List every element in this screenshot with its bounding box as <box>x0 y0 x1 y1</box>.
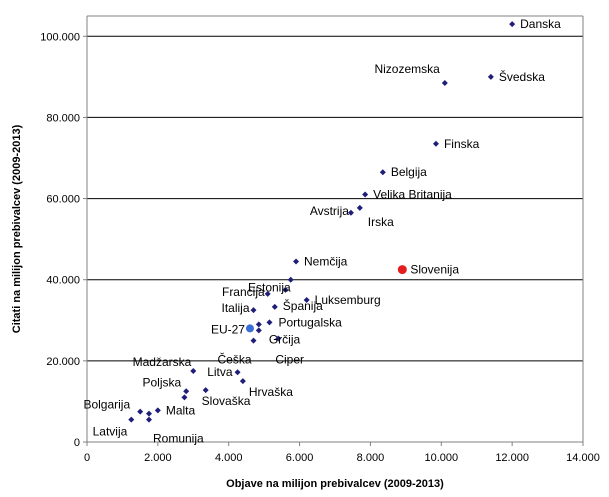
point-30 <box>146 410 152 417</box>
point-label-21: Ciper <box>275 353 304 367</box>
x-axis-title: Objave na milijon prebivalcev (2009-2013… <box>226 478 444 490</box>
point-23 <box>234 369 241 376</box>
point-10 <box>287 276 294 283</box>
gridlines <box>87 35 583 362</box>
x-tick-label-6: 12.000 <box>495 452 529 464</box>
point-3 <box>432 140 439 147</box>
y-tick-label-0: 0 <box>74 437 80 449</box>
point-label-26: Slovaška <box>202 394 251 408</box>
point-label-28: Bolgarija <box>83 398 130 412</box>
point-29 <box>154 407 161 414</box>
point-label-25: Poljska <box>143 375 182 389</box>
point-20 <box>250 337 257 344</box>
y-tick-label-5: 100.000 <box>40 31 80 43</box>
point-27 <box>181 394 188 401</box>
point-label-4: Belgija <box>391 165 427 179</box>
point-label-15: Španija <box>283 298 323 313</box>
point-15 <box>271 303 278 310</box>
x-tick-label-7: 14.000 <box>566 452 600 464</box>
x-tick-label-2: 4.000 <box>215 452 243 464</box>
point-25 <box>183 388 190 395</box>
point-11 <box>264 290 271 297</box>
point-21 <box>275 335 282 342</box>
data-points <box>128 21 516 423</box>
x-tick-label-1: 2.000 <box>144 452 172 464</box>
point-label-11: Francija <box>222 285 265 299</box>
point-1 <box>441 79 448 86</box>
point-label-6: Avstrija <box>310 204 349 218</box>
x-tick-label-3: 6.000 <box>286 452 314 464</box>
y-tick-label-4: 80.000 <box>46 112 80 124</box>
point-12 <box>303 297 310 303</box>
point-highlight-8 <box>397 265 407 275</box>
point-19 <box>255 327 262 334</box>
y-tick-label-2: 40.000 <box>46 275 80 287</box>
point-label-0: Danska <box>520 17 561 31</box>
point-label-1: Nizozemska <box>374 62 440 76</box>
point-6 <box>347 209 354 216</box>
point-label-5: Velika Britanija <box>373 188 452 202</box>
point-label-8: Slovenija <box>410 263 459 277</box>
point-5 <box>362 191 369 198</box>
point-32 <box>146 416 152 423</box>
point-18 <box>255 321 262 328</box>
point-label-10: Estonija <box>248 281 291 295</box>
point-label-3: Finska <box>444 137 480 151</box>
point-label-17: EU-27 <box>211 322 245 336</box>
point-label-12: Luksemburg <box>315 293 381 307</box>
point-31 <box>128 416 135 423</box>
point-label-22: Madžarska <box>133 355 192 369</box>
y-tick-label-1: 20.000 <box>46 356 80 368</box>
y-tick-label-3: 60.000 <box>46 194 80 206</box>
point-26 <box>202 387 209 394</box>
point-2 <box>487 73 494 80</box>
point-label-9: Nemčija <box>304 254 348 268</box>
point-28 <box>137 408 144 415</box>
x-tick-label-0: 0 <box>84 452 90 464</box>
point-0 <box>509 21 516 28</box>
point-label-24: Hrvaška <box>249 385 293 399</box>
point-label-29: Malta <box>166 403 196 417</box>
point-9 <box>293 258 300 265</box>
axes <box>83 15 584 446</box>
point-label-7: Irska <box>368 215 394 229</box>
tick-labels: 0 20.000 40.000 60.000 80.000 100.000 0 2.000 4.… <box>40 31 600 464</box>
point-14 <box>250 307 257 314</box>
x-tick-label-5: 10.000 <box>424 452 458 464</box>
point-label-19: Grčija <box>269 332 301 346</box>
y-axis-title: Citati na milijon prebivalcev (2009-2013… <box>11 124 23 333</box>
point-label-16: Portugalska <box>278 315 342 329</box>
point-16 <box>266 319 273 326</box>
point-22 <box>190 368 197 374</box>
x-tick-label-4: 8.000 <box>357 452 385 464</box>
point-13 <box>282 286 289 293</box>
point-label-20: Češka <box>217 352 251 367</box>
point-24 <box>239 378 246 385</box>
point-label-23: Litva <box>207 365 233 379</box>
point-label-14: Italija <box>221 301 249 315</box>
point-label-31: Latvija <box>93 425 128 439</box>
point-label-32: Romunija <box>153 432 204 446</box>
point-7 <box>356 204 363 211</box>
point-4 <box>379 169 386 176</box>
point-labels: Danska Nizozemska Švedska Finska Belgija Veli… <box>83 17 561 446</box>
point-label-2: Švedska <box>499 69 545 84</box>
point-eu-17 <box>245 324 254 333</box>
